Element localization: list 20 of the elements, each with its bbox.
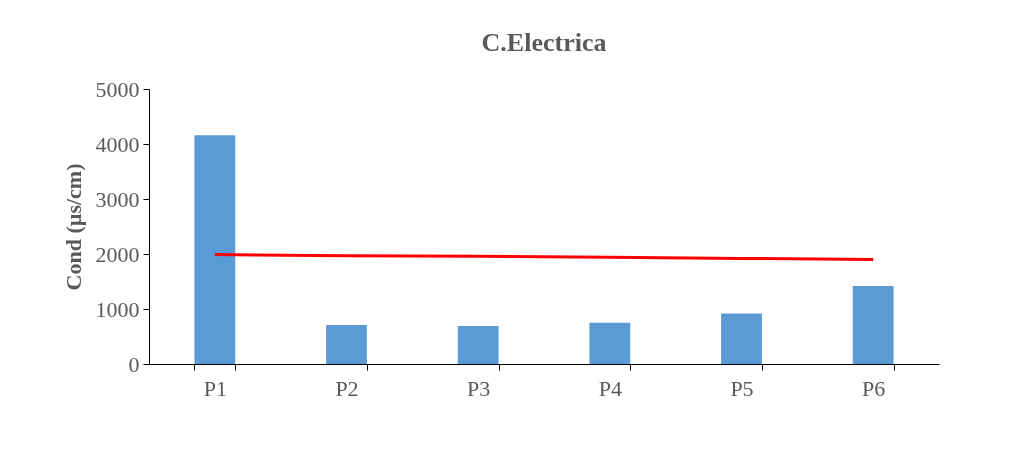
y-tick-label: 1000: [95, 296, 140, 322]
bar: [194, 135, 236, 364]
y-tick-label: 3000: [95, 186, 140, 212]
x-tick-label: P5: [730, 375, 754, 401]
y-tick-label: 4000: [95, 131, 140, 157]
x-tick-label: P3: [467, 375, 491, 401]
bar: [852, 285, 894, 364]
bar: [721, 313, 762, 364]
y-tick-label: 2000: [95, 241, 140, 267]
y-tick-label: 0: [128, 351, 140, 377]
bar: [457, 326, 499, 364]
x-tick-label: P6: [862, 375, 886, 401]
x-tick-label: P2: [335, 375, 359, 401]
y-tick-label: 5000: [95, 76, 140, 102]
x-tick-label: P4: [598, 375, 622, 401]
bar: [589, 322, 631, 364]
x-tick-label: P1: [203, 375, 227, 401]
chart-title: C.Electrica: [481, 28, 607, 57]
y-axis-title: Cond (µs/cm): [60, 163, 86, 291]
bar: [326, 324, 367, 364]
